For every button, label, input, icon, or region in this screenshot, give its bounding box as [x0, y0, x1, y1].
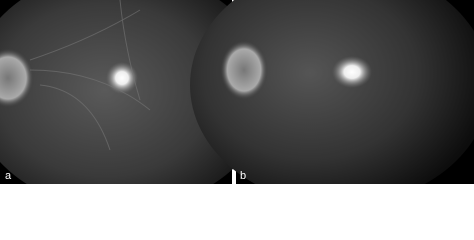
figure: a b: [0, 0, 474, 184]
page: a b (() => { const data = JSON.parse(doc…: [0, 0, 474, 184]
panel-b: b: [190, 0, 474, 184]
panel-label: a: [5, 170, 12, 182]
panel-label: b: [240, 170, 246, 182]
